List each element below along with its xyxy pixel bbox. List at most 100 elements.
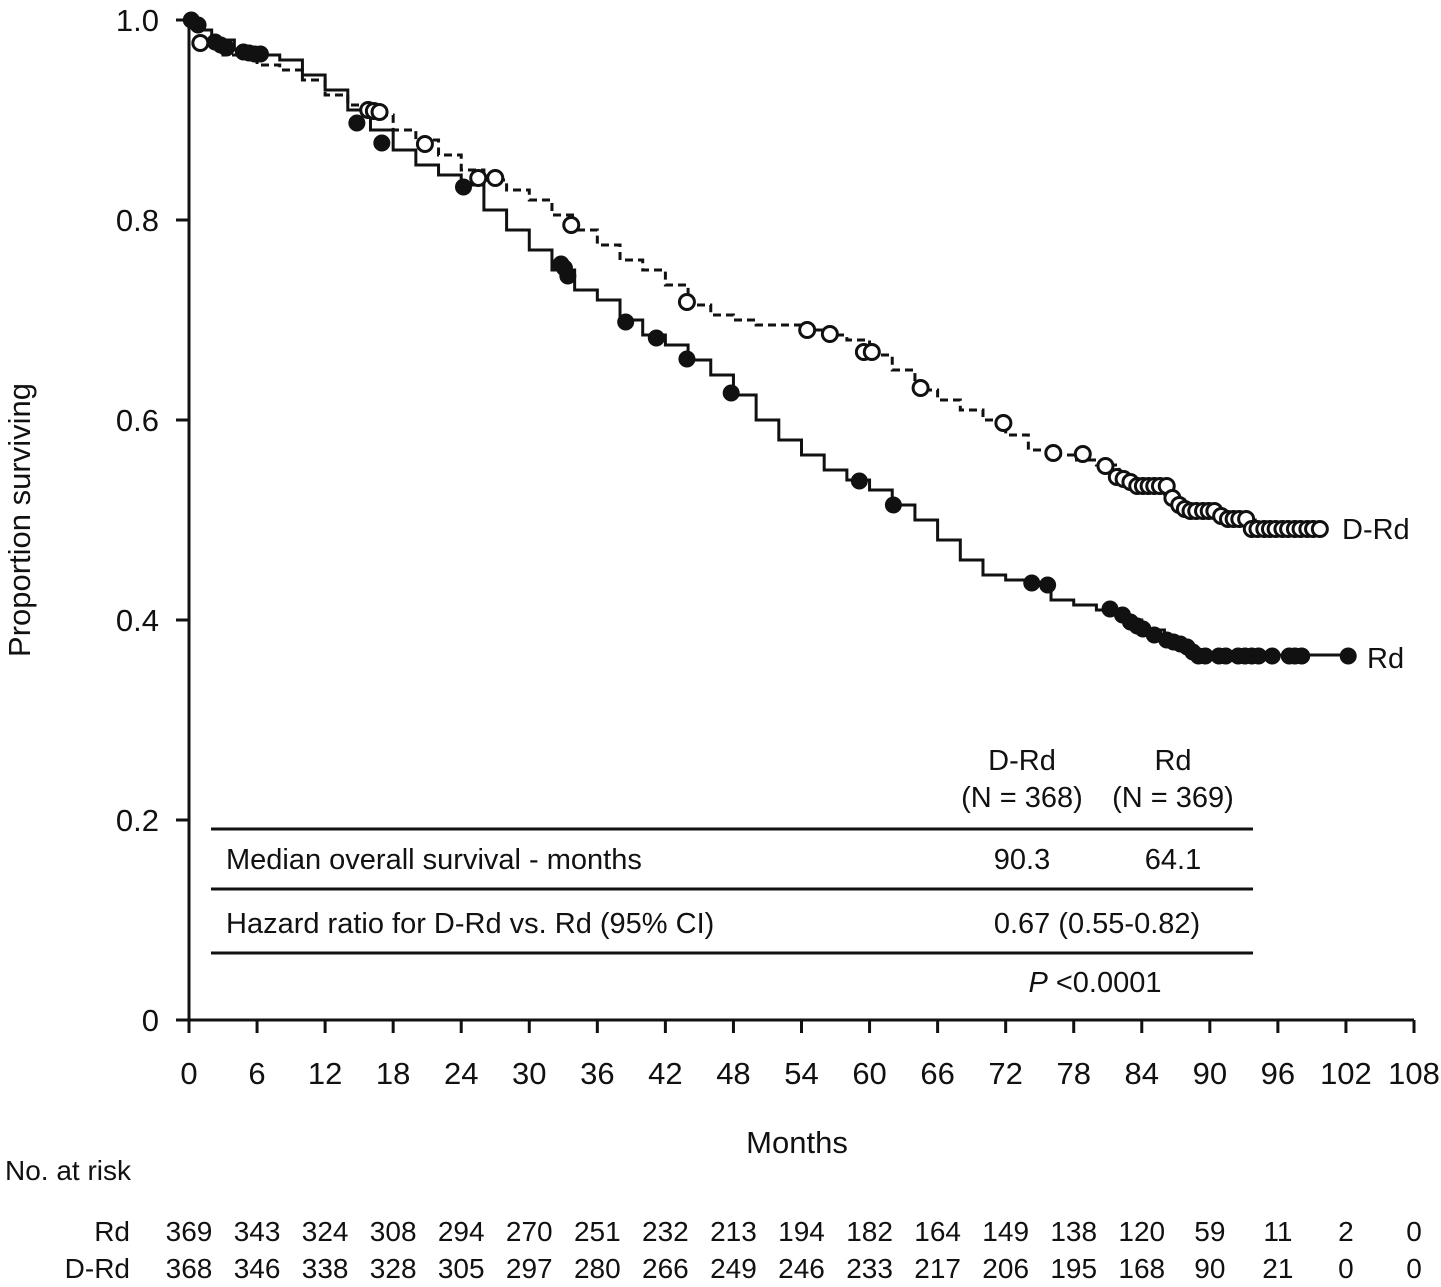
risk-count: 280 <box>574 1253 621 1284</box>
x-tick-label: 78 <box>1056 1056 1090 1091</box>
summary-row1-val1: 90.3 <box>994 844 1050 876</box>
censor-marker-rd <box>189 16 207 34</box>
risk-count: 0 <box>1338 1253 1354 1284</box>
censor-marker-d-rd <box>820 325 839 343</box>
p-value-number: <0.0001 <box>1048 967 1162 999</box>
x-tick-label: 54 <box>784 1056 818 1091</box>
risk-count: 246 <box>778 1253 825 1284</box>
risk-count: 120 <box>1118 1216 1165 1247</box>
x-tick-label: 6 <box>248 1056 265 1091</box>
censor-marker-rd <box>1263 647 1281 665</box>
censor-marker-rd <box>251 45 269 63</box>
x-axis-ticks: 0 6 12 18 24 30 36 42 48 54 60 66 72 78 84 90 96 102 108 <box>180 1020 1440 1091</box>
censor-marker-d-rd <box>486 169 505 187</box>
censor-marker-rd <box>1339 647 1357 665</box>
summary-row1-label: Median overall survival - months <box>226 844 642 876</box>
risk-count: 217 <box>914 1253 961 1284</box>
risk-count: 305 <box>438 1253 485 1284</box>
censor-marker-rd <box>217 39 235 57</box>
censor-marker-rd <box>373 134 391 152</box>
summary-p-value: P <0.0001 <box>1028 967 1161 999</box>
risk-count: 232 <box>642 1216 689 1247</box>
series-line-d-rd <box>189 18 1324 532</box>
censor-marker-d-rd <box>469 169 488 187</box>
x-tick-label: 18 <box>376 1056 410 1091</box>
summary-col2-header-arm: Rd <box>1154 745 1191 777</box>
risk-count: 266 <box>642 1253 689 1284</box>
risk-count: 213 <box>710 1216 757 1247</box>
censor-marker-d-rd <box>798 321 817 339</box>
risk-count: 59 <box>1194 1216 1225 1247</box>
risk-count: 294 <box>438 1216 485 1247</box>
censor-marker-d-rd <box>1310 520 1329 538</box>
censor-marker-rd <box>1023 574 1041 592</box>
x-tick-label: 72 <box>988 1056 1022 1091</box>
censor-marker-d-rd <box>370 103 389 121</box>
risk-count: 308 <box>370 1216 417 1247</box>
x-tick-label: 36 <box>580 1056 614 1091</box>
risk-count: 0 <box>1406 1253 1422 1284</box>
censor-marker-d-rd <box>415 135 434 153</box>
censor-marker-rd <box>617 313 635 331</box>
x-tick-label: 90 <box>1193 1056 1227 1091</box>
risk-count: 233 <box>846 1253 893 1284</box>
censor-marker-d-rd <box>562 216 581 234</box>
y-tick-label: 0.4 <box>116 603 159 638</box>
y-axis-ticks: 0 0.2 0.4 0.6 0.8 1.0 <box>116 3 189 1038</box>
risk-count: 346 <box>234 1253 281 1284</box>
x-tick-label: 0 <box>180 1056 197 1091</box>
summary-row1-val2: 64.1 <box>1145 844 1201 876</box>
x-tick-label: 42 <box>648 1056 682 1091</box>
risk-count: 149 <box>982 1216 1029 1247</box>
x-tick-label: 96 <box>1261 1056 1295 1091</box>
risk-row-label: D-Rd <box>65 1253 130 1284</box>
risk-row-label: Rd <box>94 1216 130 1247</box>
censor-marker-d-rd <box>862 343 881 361</box>
risk-count: 90 <box>1194 1253 1225 1284</box>
risk-count: 194 <box>778 1216 825 1247</box>
risk-count: 195 <box>1050 1253 1097 1284</box>
censor-marker-rd <box>454 178 472 196</box>
y-tick-label: 0.8 <box>116 203 159 238</box>
censor-marker-d-rd <box>1073 445 1092 463</box>
summary-col2-header-n: (N = 369) <box>1112 782 1234 814</box>
x-tick-label: 48 <box>716 1056 750 1091</box>
y-tick-label: 0 <box>142 1003 159 1038</box>
risk-count: 297 <box>506 1253 553 1284</box>
x-axis-title: Months <box>746 1125 848 1160</box>
censor-marker-d-rd <box>1096 457 1115 475</box>
x-tick-label: 60 <box>852 1056 886 1091</box>
censor-markers <box>182 11 1357 665</box>
risk-count: 164 <box>914 1216 961 1247</box>
summary-col1-header-arm: D-Rd <box>988 745 1056 777</box>
censor-marker-rd <box>884 496 902 514</box>
x-tick-label: 102 <box>1320 1056 1372 1091</box>
x-tick-label: 108 <box>1388 1056 1440 1091</box>
censor-marker-rd <box>1039 576 1057 594</box>
x-tick-label: 84 <box>1125 1056 1159 1091</box>
risk-count: 270 <box>506 1216 553 1247</box>
p-italic: P <box>1028 967 1048 999</box>
censor-marker-rd <box>722 384 740 402</box>
risk-table: Rd 369 343 324 308 294 270 251 232 213 194 182 164 14… <box>65 1216 1422 1284</box>
curve-label-rd: Rd <box>1367 643 1404 675</box>
censor-marker-rd <box>647 329 665 347</box>
summary-table: D-Rd (N = 368) Rd (N = 369) Median overa… <box>211 745 1253 999</box>
x-tick-label: 24 <box>444 1056 478 1091</box>
risk-count: 0 <box>1406 1216 1422 1247</box>
curve-label-drd: D-Rd <box>1342 514 1410 546</box>
summary-row2-val: 0.67 (0.55-0.82) <box>994 908 1200 940</box>
risk-count: 369 <box>166 1216 213 1247</box>
risk-count: 21 <box>1262 1253 1293 1284</box>
x-tick-label: 66 <box>920 1056 954 1091</box>
censor-marker-d-rd <box>994 414 1013 432</box>
risk-count: 2 <box>1338 1216 1354 1247</box>
summary-col1-header-n: (N = 368) <box>961 782 1083 814</box>
y-tick-label: 0.2 <box>116 803 159 838</box>
risk-count: 343 <box>234 1216 281 1247</box>
y-axis-title: Proportion surviving <box>2 383 37 657</box>
censor-marker-d-rd <box>911 379 930 397</box>
risk-count: 206 <box>982 1253 1029 1284</box>
censor-marker-d-rd <box>677 293 696 311</box>
